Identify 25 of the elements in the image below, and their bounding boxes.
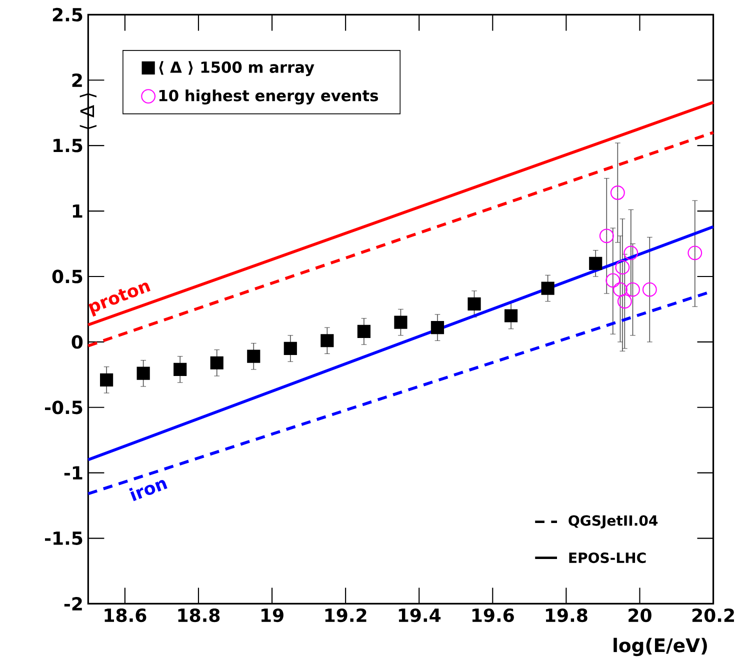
y-tick-label: -2 [64, 597, 82, 611]
x-axis-title: log(E/eV) [614, 638, 707, 656]
x-tick-label: 19.8 [546, 608, 588, 622]
y-tick-label: 0 [72, 335, 83, 350]
y-tick-label: 1 [72, 204, 82, 218]
y-tick-label: 0.5 [52, 270, 82, 284]
legend-label: ⟨ Δ ⟩ 1500 m array [159, 61, 314, 76]
legend-label: 10 highest energy events [159, 90, 378, 105]
x-tick-label: 19.6 [472, 608, 514, 622]
y-tick-label: 2.5 [52, 8, 82, 22]
annotation: QGSJetII.04 [568, 515, 658, 529]
y-tick-label: -1.5 [45, 532, 82, 546]
x-tick-label: 18.6 [104, 608, 146, 622]
y-tick-label: -1 [64, 466, 82, 480]
x-tick-label: 19.4 [398, 608, 441, 622]
x-tick-label: 19.2 [325, 608, 366, 622]
y-tick-label: 1.5 [54, 139, 82, 153]
x-tick-label: 18.8 [178, 608, 220, 622]
x-tick-label: 20.2 [692, 608, 734, 622]
x-tick-label: 20 [628, 608, 652, 622]
y-tick-label: 2 [72, 74, 82, 88]
annotation: iron [129, 480, 168, 502]
x-tick-label: 19 [262, 608, 284, 622]
y-tick-label: -0.5 [45, 400, 82, 414]
annotation: EPOS-LHC [569, 552, 646, 564]
